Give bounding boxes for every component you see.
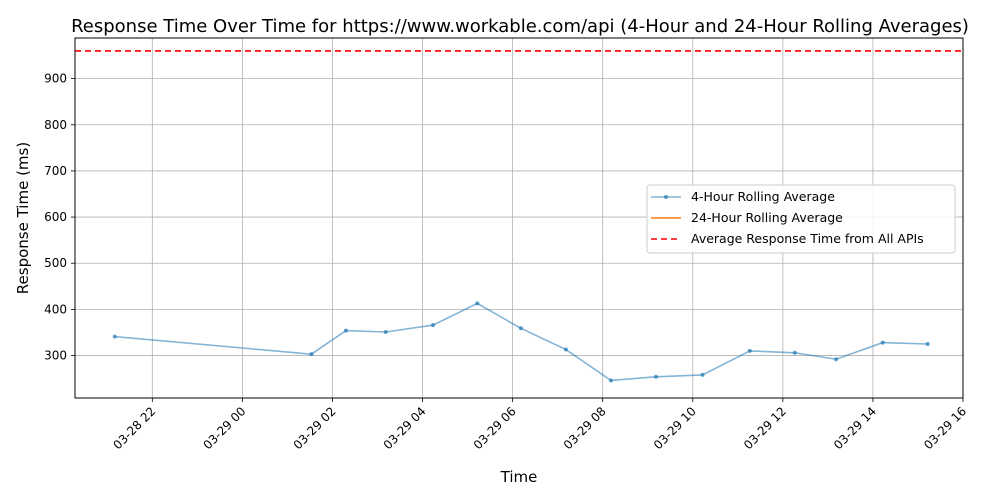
data-point — [700, 372, 705, 377]
x-tick-label: 03-29 00 — [200, 404, 248, 452]
x-tick-label: 03-29 06 — [471, 404, 519, 452]
data-point — [475, 301, 480, 306]
x-tick-label: 03-28 22 — [110, 404, 158, 452]
data-point — [563, 347, 568, 352]
data-point — [880, 340, 885, 345]
x-tick-label: 03-29 04 — [381, 404, 429, 452]
y-axis: 300 400 500 600 700 800 900 — [44, 72, 75, 363]
data-point — [653, 374, 658, 379]
y-tick-label: 700 — [44, 164, 67, 178]
data-point — [309, 352, 314, 357]
data-point — [431, 323, 436, 328]
y-tick-label: 300 — [44, 349, 67, 363]
data-point — [834, 357, 839, 362]
x-axis: 03-28 22 03-29 00 03-29 02 03-29 04 03-29 06… — [110, 398, 969, 452]
y-tick-label: 500 — [44, 256, 67, 270]
x-tick-label: 03-29 16 — [921, 404, 969, 452]
x-tick-label: 03-29 12 — [741, 404, 789, 452]
y-axis-label: Response Time (ms) — [14, 142, 32, 294]
legend: 4-Hour Rolling Average 24-Hour Rolling Av… — [646, 184, 956, 254]
x-tick-label: 03-29 08 — [561, 404, 609, 452]
legend-box — [646, 184, 956, 254]
chart-title: Response Time Over Time for https://www.… — [71, 16, 969, 37]
data-point — [518, 326, 523, 331]
y-tick-label: 900 — [44, 72, 67, 86]
plot-frame — [74, 37, 964, 399]
data-point — [747, 348, 752, 353]
x-tick-label: 03-29 14 — [831, 404, 879, 452]
y-tick-label: 600 — [44, 210, 67, 224]
data-point — [112, 334, 117, 339]
data-point — [383, 330, 388, 334]
y-tick-label: 800 — [44, 118, 67, 132]
x-tick-label: 03-29 10 — [651, 404, 699, 452]
legend-label: 4-Hour Rolling Average — [691, 189, 835, 204]
y-tick-label: 400 — [44, 302, 67, 316]
plot-area — [75, 50, 963, 383]
data-point — [343, 328, 348, 333]
legend-label: 24-Hour Rolling Average — [691, 210, 843, 225]
legend-label: Average Response Time from All APIs — [691, 231, 924, 246]
data-point — [925, 342, 930, 346]
x-axis-label: Time — [500, 468, 538, 486]
data-point — [608, 378, 613, 383]
legend-marker — [664, 195, 668, 199]
data-point — [792, 350, 797, 355]
x-tick-label: 03-29 02 — [291, 404, 339, 452]
series-line — [114, 302, 928, 382]
